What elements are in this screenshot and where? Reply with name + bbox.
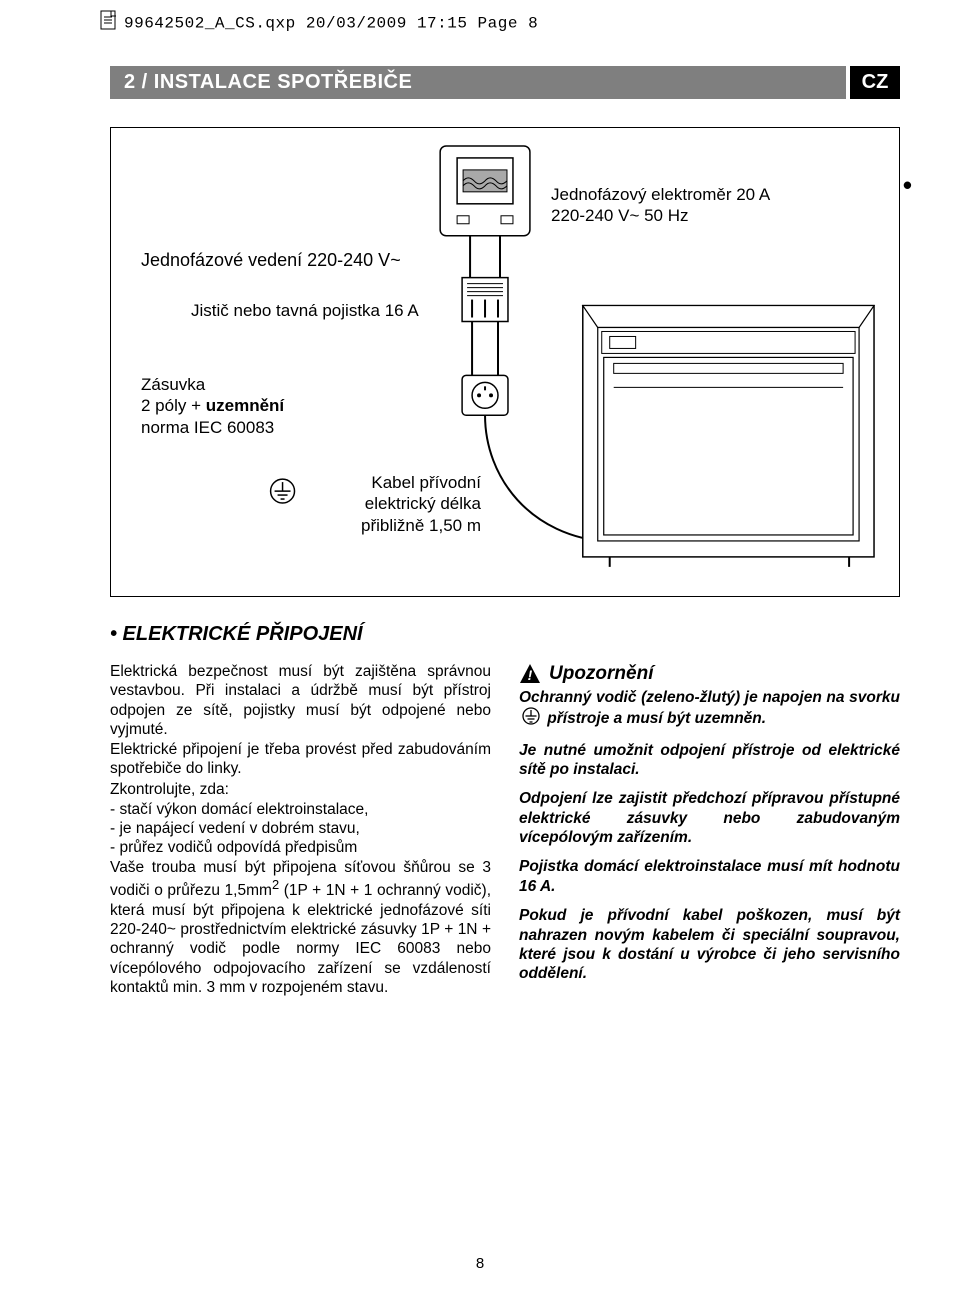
label-fuse: Jistič nebo tavná pojistka 16 A bbox=[191, 300, 419, 321]
label-cable: Kabel přívodní elektrický délka přibližn… bbox=[311, 472, 481, 536]
section-bar: 2 / INSTALACE SPOTŘEBIČE CZ bbox=[110, 66, 900, 99]
wiring-diagram: Jednofázový elektroměr 20 A 220-240 V~ 5… bbox=[110, 127, 900, 597]
dash-2: - je napájecí vedení v dobrém stavu, bbox=[110, 819, 491, 838]
column-right: ! Upozornění Ochranný vodič (zeleno-žlut… bbox=[519, 662, 900, 998]
left-p1: Elektrická bezpečnost musí být zajištěna… bbox=[110, 662, 491, 740]
file-meta-text: 99642502_A_CS.qxp 20/03/2009 17:15 Page … bbox=[124, 15, 538, 33]
subheading-electrical: • ELEKTRICKÉ PŘIPOJENÍ bbox=[110, 623, 900, 646]
left-check: Zkontrolujte, zda: bbox=[110, 780, 491, 799]
left-dash-list: - stačí výkon domácí elektroinstalace, -… bbox=[110, 800, 491, 858]
svg-text:!: ! bbox=[528, 667, 533, 683]
warning-heading: ! Upozornění bbox=[519, 662, 900, 686]
side-bullet: • bbox=[903, 170, 912, 201]
page-number: 8 bbox=[476, 1255, 484, 1272]
right-p1: Ochranný vodič (zeleno-žlutý) je napojen… bbox=[519, 688, 900, 731]
warning-title: Upozornění bbox=[549, 662, 654, 686]
text-columns: Elektrická bezpečnost musí být zajištěna… bbox=[110, 662, 900, 998]
left-p3: Vaše trouba musí být připojena síťovou š… bbox=[110, 858, 491, 998]
column-left: Elektrická bezpečnost musí být zajištěna… bbox=[110, 662, 491, 998]
language-badge: CZ bbox=[850, 66, 900, 99]
earth-icon bbox=[522, 707, 540, 730]
diagram-svg bbox=[111, 128, 899, 597]
dash-1: - stačí výkon domácí elektroinstalace, bbox=[110, 800, 491, 819]
left-p2: Elektrické připojení je třeba provést př… bbox=[110, 740, 491, 779]
note-icon bbox=[100, 10, 118, 37]
right-p5: Pokud je přívodní kabel poškozen, musí b… bbox=[519, 906, 900, 984]
warning-icon: ! bbox=[519, 663, 541, 685]
right-p4: Pojistka domácí elektroinstalace musí mí… bbox=[519, 857, 900, 896]
section-title: 2 / INSTALACE SPOTŘEBIČE bbox=[110, 66, 846, 99]
label-socket: Zásuvka 2 póly + uzemnění norma IEC 6008… bbox=[141, 374, 284, 438]
dash-3: - průřez vodičů odpovídá předpisům bbox=[110, 838, 491, 857]
label-mains: Jednofázové vedení 220-240 V~ bbox=[141, 249, 401, 272]
right-p3: Odpojení lze zajistit předchozí přípravo… bbox=[519, 789, 900, 847]
label-meter: Jednofázový elektroměr 20 A 220-240 V~ 5… bbox=[551, 184, 770, 227]
file-meta: 99642502_A_CS.qxp 20/03/2009 17:15 Page … bbox=[100, 10, 538, 37]
right-p2: Je nutné umožnit odpojení přístroje od e… bbox=[519, 741, 900, 780]
